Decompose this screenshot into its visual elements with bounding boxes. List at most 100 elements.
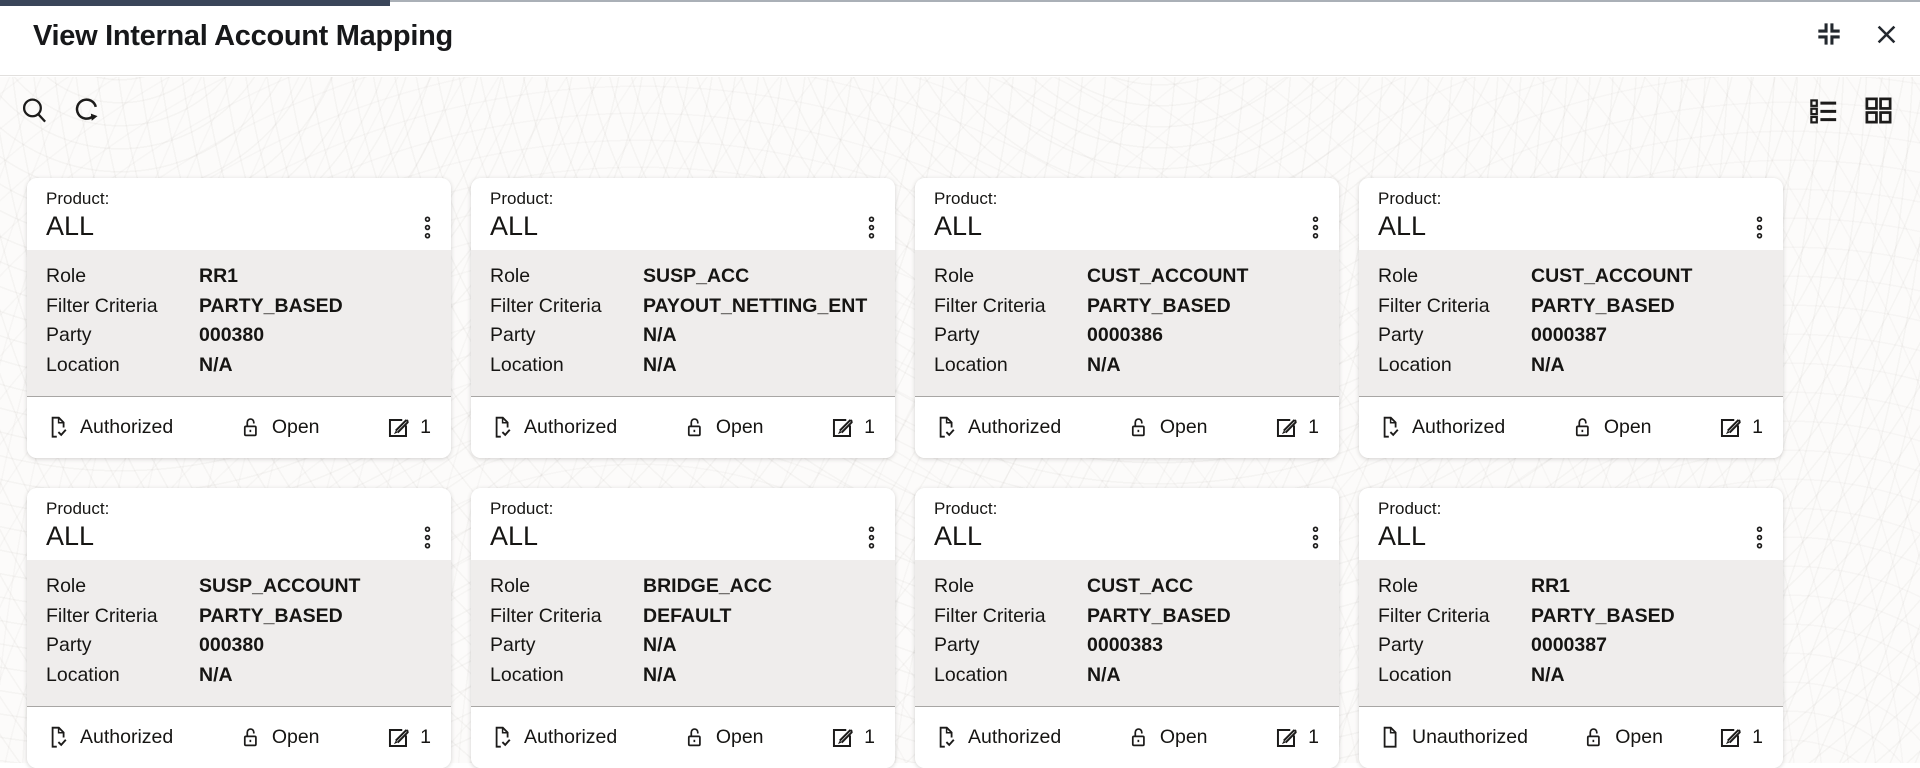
record-state: Open (1128, 415, 1208, 440)
record-state-label: Open (1159, 726, 1208, 748)
edit-count-value: 1 (864, 416, 875, 438)
field-label: Location (934, 663, 1008, 686)
kebab-menu-button[interactable] (416, 212, 439, 243)
edit-count: 1 (386, 725, 431, 750)
record-state-label: Open (715, 416, 764, 438)
card-footer: Authorized Open (471, 396, 895, 458)
field-row: Filter Criteria PARTY_BASED (934, 602, 1325, 632)
collapse-button[interactable] (1811, 16, 1847, 52)
field-label: Role (490, 575, 531, 597)
unlock-icon (240, 725, 263, 750)
field-label: Location (1378, 353, 1452, 376)
edit-icon (386, 725, 411, 750)
record-state: Open (1572, 415, 1652, 440)
kebab-menu-button[interactable] (416, 522, 439, 553)
edit-count-value: 1 (1308, 726, 1319, 748)
field-value: RR1 (1531, 575, 1571, 597)
card-footer: Authorized Open (27, 396, 451, 458)
field-row: Filter Criteria PARTY_BASED (46, 602, 437, 632)
edit-count-value: 1 (1752, 726, 1763, 748)
authorization-status-label: Authorized (524, 416, 618, 438)
refresh-button[interactable] (69, 93, 103, 127)
field-row: Filter Criteria PARTY_BASED (1378, 602, 1769, 632)
field-value: PARTY_BASED (1531, 294, 1675, 317)
edit-count: 1 (1274, 725, 1319, 750)
field-label: Location (46, 663, 120, 686)
field-row: Filter Criteria PARTY_BASED (1378, 292, 1769, 322)
product-value: ALL (490, 211, 539, 241)
unlock-icon (684, 725, 707, 750)
record-state-label: Open (1159, 416, 1208, 438)
kebab-menu-button[interactable] (860, 212, 883, 243)
field-value: PARTY_BASED (1087, 604, 1231, 627)
field-value: N/A (643, 634, 677, 656)
authorized-icon (1379, 415, 1403, 440)
grid-view-button[interactable] (1861, 93, 1896, 128)
card-body: Role SUSP_ACC Filter Criteria PAYOUT_NET… (471, 250, 895, 396)
authorization-status: Authorized (491, 725, 617, 750)
card-body: Role CUST_ACCOUNT Filter Criteria PARTY_… (1359, 250, 1783, 396)
field-label: Filter Criteria (934, 604, 1046, 627)
edit-count-value: 1 (864, 726, 875, 748)
field-label: Role (490, 265, 531, 287)
kebab-menu-icon (1312, 526, 1319, 549)
field-row: Party N/A (490, 321, 881, 351)
kebab-menu-button[interactable] (1748, 522, 1771, 553)
card-footer: Authorized Open (471, 706, 895, 768)
unlock-icon (1128, 725, 1151, 750)
edit-count-value: 1 (1308, 416, 1319, 438)
card-header: Product: ALL (471, 488, 895, 560)
product-value: ALL (46, 521, 95, 551)
kebab-menu-icon (868, 526, 875, 549)
field-row: Filter Criteria PARTY_BASED (46, 292, 437, 322)
field-label: Party (1378, 634, 1424, 656)
field-row: Party 0000387 (1378, 321, 1769, 351)
unlock-icon (1128, 415, 1151, 440)
card-footer: Authorized Open (915, 706, 1339, 768)
authorization-status: Authorized (935, 725, 1061, 750)
record-state: Open (684, 415, 764, 440)
product-value: ALL (46, 211, 95, 241)
product-label: Product: (934, 189, 998, 208)
list-view-button[interactable] (1806, 93, 1841, 128)
field-label: Role (934, 575, 975, 597)
field-label: Location (934, 353, 1008, 376)
field-row: Role RR1 (1378, 572, 1769, 602)
kebab-menu-button[interactable] (1304, 522, 1327, 553)
authorization-status-label: Authorized (80, 726, 174, 748)
search-button[interactable] (18, 93, 51, 127)
edit-count-value: 1 (1752, 416, 1763, 438)
kebab-menu-button[interactable] (860, 522, 883, 553)
field-value: 000380 (199, 634, 265, 656)
kebab-menu-icon (1756, 216, 1763, 239)
account-mapping-card: Product: ALL Role CUST_ACCOUNT Filter Cr… (915, 178, 1339, 458)
field-value: N/A (643, 663, 677, 686)
field-row: Filter Criteria DEFAULT (490, 602, 881, 632)
field-label: Location (46, 353, 120, 376)
field-label: Filter Criteria (46, 604, 158, 627)
authorization-status-label: Authorized (1412, 416, 1506, 438)
authorization-status-label: Authorized (80, 416, 174, 438)
field-row: Location N/A (490, 351, 881, 381)
card-header: Product: ALL (471, 178, 895, 250)
product-value: ALL (934, 521, 983, 551)
field-value: N/A (1087, 353, 1121, 376)
product-value: ALL (1378, 521, 1427, 551)
close-button[interactable] (1871, 19, 1902, 50)
record-state-label: Open (715, 726, 764, 748)
kebab-menu-button[interactable] (1748, 212, 1771, 243)
edit-icon (386, 415, 411, 440)
card-header: Product: ALL (27, 488, 451, 560)
toolbar-right (1806, 93, 1896, 128)
authorization-status: Authorized (47, 725, 173, 750)
field-value: N/A (199, 353, 233, 376)
field-row: Role CUST_ACCOUNT (1378, 262, 1769, 292)
card-header: Product: ALL (1359, 488, 1783, 560)
field-label: Location (490, 663, 564, 686)
kebab-menu-button[interactable] (1304, 212, 1327, 243)
card-body: Role RR1 Filter Criteria PARTY_BASED Par… (1359, 560, 1783, 706)
field-value: 0000383 (1087, 634, 1163, 656)
page-title: View Internal Account Mapping (33, 20, 453, 52)
field-row: Filter Criteria PAYOUT_NETTING_ENT (490, 292, 881, 322)
field-value: PAYOUT_NETTING_ENT (643, 294, 868, 317)
